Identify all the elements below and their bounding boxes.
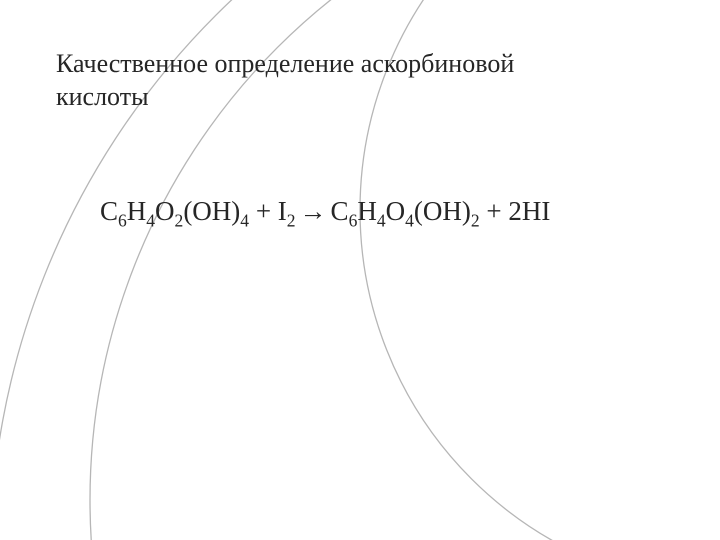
eq-arrow: → bbox=[296, 195, 331, 227]
eq-token: + I bbox=[249, 196, 287, 226]
eq-sub: 6 bbox=[118, 210, 127, 230]
eq-sub: 2 bbox=[175, 210, 184, 230]
eq-sub: 2 bbox=[287, 210, 296, 230]
eq-sub: 2 bbox=[471, 210, 480, 230]
eq-sub: 4 bbox=[405, 210, 414, 230]
eq-token: O bbox=[155, 196, 175, 226]
eq-token: H bbox=[357, 196, 377, 226]
title-line-2: кислоты bbox=[56, 82, 149, 111]
eq-token: H bbox=[127, 196, 147, 226]
eq-sub: 4 bbox=[377, 210, 386, 230]
eq-token: (OH) bbox=[414, 196, 471, 226]
slide: Качественное определение аскорбиновой ки… bbox=[0, 0, 720, 540]
chemical-equation: C6H4O2(OH)4 + I2 → C6H4O4(OH)2 + 2HI bbox=[100, 195, 550, 227]
slide-title: Качественное определение аскорбиновой ки… bbox=[56, 48, 596, 113]
eq-token: C bbox=[100, 196, 118, 226]
eq-sub: 4 bbox=[146, 210, 155, 230]
eq-sub: 4 bbox=[240, 210, 249, 230]
eq-token: + 2HI bbox=[480, 196, 551, 226]
eq-token: C bbox=[331, 196, 349, 226]
title-line-1: Качественное определение аскорбиновой bbox=[56, 49, 514, 78]
eq-token: O bbox=[386, 196, 406, 226]
eq-sub: 6 bbox=[349, 210, 358, 230]
eq-token: (OH) bbox=[183, 196, 240, 226]
